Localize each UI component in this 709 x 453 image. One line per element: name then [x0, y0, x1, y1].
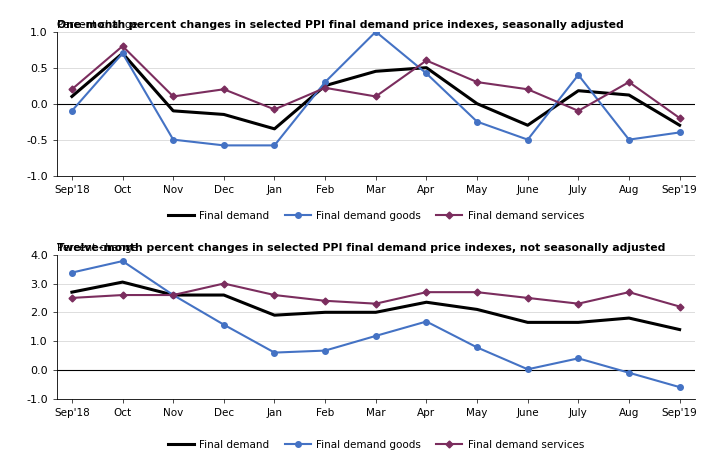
Legend: Final demand, Final demand goods, Final demand services: Final demand, Final demand goods, Final … — [163, 435, 588, 453]
Final demand goods — [523, 366, 532, 372]
Final demand goods — [321, 348, 330, 353]
Final demand — [574, 320, 583, 325]
Final demand goods — [676, 385, 684, 390]
Line: Final demand goods: Final demand goods — [69, 258, 682, 390]
Line: Final demand services: Final demand services — [69, 43, 682, 120]
Final demand services — [321, 298, 330, 304]
Final demand — [625, 315, 633, 321]
Line: Final demand goods: Final demand goods — [69, 29, 682, 148]
Final demand services — [118, 43, 127, 49]
Final demand — [321, 83, 330, 88]
Final demand — [220, 112, 228, 117]
Final demand goods — [422, 71, 430, 76]
Final demand services — [372, 301, 380, 306]
Final demand services — [574, 108, 583, 114]
Final demand goods — [67, 270, 76, 275]
Final demand goods — [473, 119, 481, 125]
Final demand — [321, 309, 330, 315]
Final demand services — [574, 301, 583, 306]
Final demand — [473, 307, 481, 312]
Final demand goods — [574, 356, 583, 361]
Text: Percent change: Percent change — [57, 243, 138, 253]
Line: Final demand: Final demand — [72, 282, 680, 330]
Line: Final demand: Final demand — [72, 53, 680, 129]
Final demand — [67, 289, 76, 295]
Final demand — [523, 122, 532, 128]
Final demand — [67, 94, 76, 99]
Final demand goods — [169, 137, 177, 142]
Final demand services — [523, 87, 532, 92]
Final demand goods — [676, 130, 684, 135]
Final demand goods — [523, 137, 532, 142]
Final demand goods — [270, 350, 279, 355]
Final demand — [169, 108, 177, 114]
Text: One-month percent changes in selected PPI final demand price indexes, seasonally: One-month percent changes in selected PP… — [57, 19, 623, 29]
Final demand services — [270, 292, 279, 298]
Final demand goods — [67, 108, 76, 114]
Final demand services — [473, 79, 481, 85]
Final demand goods — [169, 292, 177, 298]
Final demand — [523, 320, 532, 325]
Final demand goods — [422, 319, 430, 324]
Final demand services — [625, 289, 633, 295]
Final demand — [473, 101, 481, 106]
Final demand — [676, 327, 684, 333]
Final demand goods — [625, 137, 633, 142]
Final demand services — [118, 292, 127, 298]
Final demand services — [67, 87, 76, 92]
Final demand — [422, 299, 430, 305]
Final demand services — [220, 87, 228, 92]
Final demand goods — [270, 143, 279, 148]
Final demand — [118, 280, 127, 285]
Final demand services — [220, 281, 228, 286]
Final demand — [422, 65, 430, 70]
Final demand goods — [220, 322, 228, 328]
Final demand — [270, 313, 279, 318]
Final demand services — [372, 94, 380, 99]
Final demand — [574, 88, 583, 93]
Final demand — [372, 309, 380, 315]
Final demand goods — [220, 143, 228, 148]
Final demand goods — [372, 333, 380, 339]
Final demand services — [625, 79, 633, 85]
Final demand — [118, 51, 127, 56]
Final demand services — [676, 116, 684, 121]
Final demand services — [676, 304, 684, 309]
Final demand services — [270, 107, 279, 112]
Final demand — [676, 122, 684, 128]
Legend: Final demand, Final demand goods, Final demand services: Final demand, Final demand goods, Final … — [163, 207, 588, 225]
Final demand services — [473, 289, 481, 295]
Final demand — [372, 68, 380, 74]
Text: Percent change: Percent change — [57, 20, 138, 30]
Final demand goods — [321, 79, 330, 85]
Final demand — [220, 292, 228, 298]
Final demand services — [169, 94, 177, 99]
Final demand services — [422, 58, 430, 63]
Final demand services — [422, 289, 430, 295]
Final demand goods — [372, 29, 380, 34]
Final demand — [169, 292, 177, 298]
Final demand goods — [118, 258, 127, 264]
Text: Twelve-month percent changes in selected PPI final demand price indexes, not sea: Twelve-month percent changes in selected… — [57, 242, 665, 253]
Final demand — [625, 92, 633, 98]
Final demand goods — [118, 51, 127, 56]
Final demand goods — [574, 72, 583, 77]
Final demand services — [523, 295, 532, 301]
Final demand services — [67, 295, 76, 301]
Final demand services — [321, 85, 330, 91]
Final demand goods — [625, 370, 633, 376]
Line: Final demand services: Final demand services — [69, 281, 682, 309]
Final demand — [270, 126, 279, 131]
Final demand goods — [473, 345, 481, 350]
Final demand services — [169, 292, 177, 298]
